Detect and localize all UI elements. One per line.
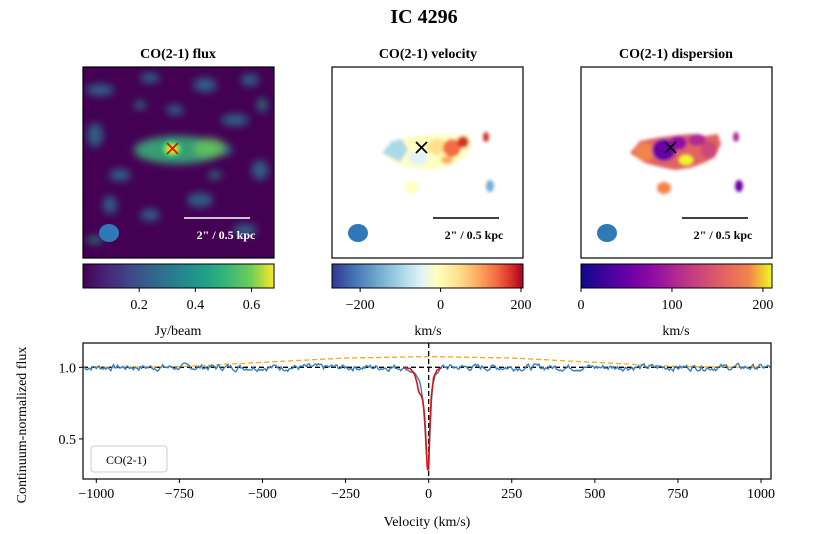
velocity-colorbar: −200 0 200 km/s: [331, 263, 531, 339]
dispersion-colorbar-gradient: [580, 263, 773, 289]
spectrum-series: [83, 355, 771, 472]
spectrum-x-tick-label: 1000: [747, 487, 775, 502]
velocity-colorbar-tick-label: −200: [346, 298, 375, 313]
flux-colorbar-gradient: [82, 263, 275, 289]
flux-map-center-marker: [166, 142, 179, 155]
spectrum-y-tick-label: 1.0: [59, 361, 77, 376]
dispersion-colorbar-ticks: 0 100 200: [578, 288, 773, 313]
spectrum-x-tick-label: 750: [667, 487, 688, 502]
spectrum-x-tick-label: −250: [331, 487, 360, 502]
flux-colorbar-tick-label: 0.6: [243, 298, 261, 313]
dispersion-map-panel: CO(2-1) dispersion 2" / 0.5 kpc: [580, 47, 773, 259]
spectrum-plot-frame: [82, 342, 772, 480]
flux-map-beam: [99, 224, 119, 242]
spectrum-legend-box: [90, 445, 168, 473]
velocity-map-scalebar-label: 2" / 0.5 kpc: [445, 228, 504, 242]
flux-map-title: CO(2-1) flux: [140, 47, 216, 62]
flux-colorbar-tick-label: 0.2: [130, 298, 148, 313]
dispersion-map-beam: [597, 224, 617, 242]
dispersion-colorbar-label: km/s: [662, 324, 689, 339]
dispersion-map-title: CO(2-1) dispersion: [619, 47, 733, 62]
dispersion-colorbar: 0 100 200 km/s: [578, 263, 773, 339]
velocity-colorbar-gradient: [331, 263, 524, 289]
spectrum-model-line: [403, 366, 443, 471]
dispersion-map-frame: [580, 66, 773, 259]
flux-map-scalebar-label: 2" / 0.5 kpc: [197, 228, 256, 242]
spectrum-legend-entry: CO(2-1): [106, 453, 147, 467]
flux-map-panel: CO(2-1) flux: [82, 47, 275, 259]
dispersion-map-scalebar-label: 2" / 0.5 kpc: [694, 228, 753, 242]
spectrum-y-axis-label: Continuum-normalized flux: [15, 347, 30, 504]
dispersion-colorbar-tick-label: 0: [578, 298, 585, 313]
spectrum-y-tick-label: 0.5: [59, 433, 77, 448]
velocity-colorbar-label: km/s: [414, 324, 441, 339]
dispersion-colorbar-tick-label: 100: [661, 298, 682, 313]
velocity-colorbar-tick-label: 0: [437, 298, 444, 313]
figure-title: IC 4296: [390, 6, 457, 28]
spectrum-x-ticks: −1000 −750 −500 −250 0 250 500 750 1000: [78, 479, 775, 502]
velocity-map-beam: [348, 224, 368, 242]
spectrum-plot: −1000 −750 −500 −250 0 250 500 750 1000 0.5 1.0 V…: [15, 342, 775, 530]
velocity-map-frame: [331, 66, 524, 259]
spectrum-x-tick-label: 250: [501, 487, 522, 502]
flux-map-frame: [82, 66, 275, 259]
velocity-colorbar-tick-label: 200: [510, 298, 531, 313]
spectrum-x-tick-label: 500: [584, 487, 605, 502]
dispersion-colorbar-tick-label: 200: [752, 298, 773, 313]
spectrum-legend: CO(2-1): [90, 445, 168, 473]
dispersion-map-center-marker: [664, 141, 677, 154]
spectrum-x-tick-label: −500: [248, 487, 277, 502]
velocity-map-center-marker: [415, 141, 428, 154]
flux-colorbar-tick-label: 0.4: [187, 298, 205, 313]
velocity-map-panel: CO(2-1) velocity 2" / 0.5 kpc: [331, 47, 524, 259]
spectrum-x-axis-label: Velocity (km/s): [384, 515, 471, 530]
flux-colorbar-label: Jy/beam: [155, 324, 202, 339]
spectrum-x-tick-label: −1000: [78, 487, 114, 502]
flux-colorbar-ticks: 0.2 0.4 0.6: [130, 288, 260, 313]
spectrum-x-tick-label: 0: [425, 487, 432, 502]
flux-colorbar: 0.2 0.4 0.6 Jy/beam: [82, 263, 275, 339]
spectrum-x-tick-label: −750: [165, 487, 194, 502]
flux-map-noise: [86, 73, 268, 244]
velocity-colorbar-ticks: −200 0 200: [346, 288, 531, 313]
spectrum-y-ticks: 0.5 1.0: [59, 361, 83, 448]
velocity-map-title: CO(2-1) velocity: [379, 47, 477, 62]
